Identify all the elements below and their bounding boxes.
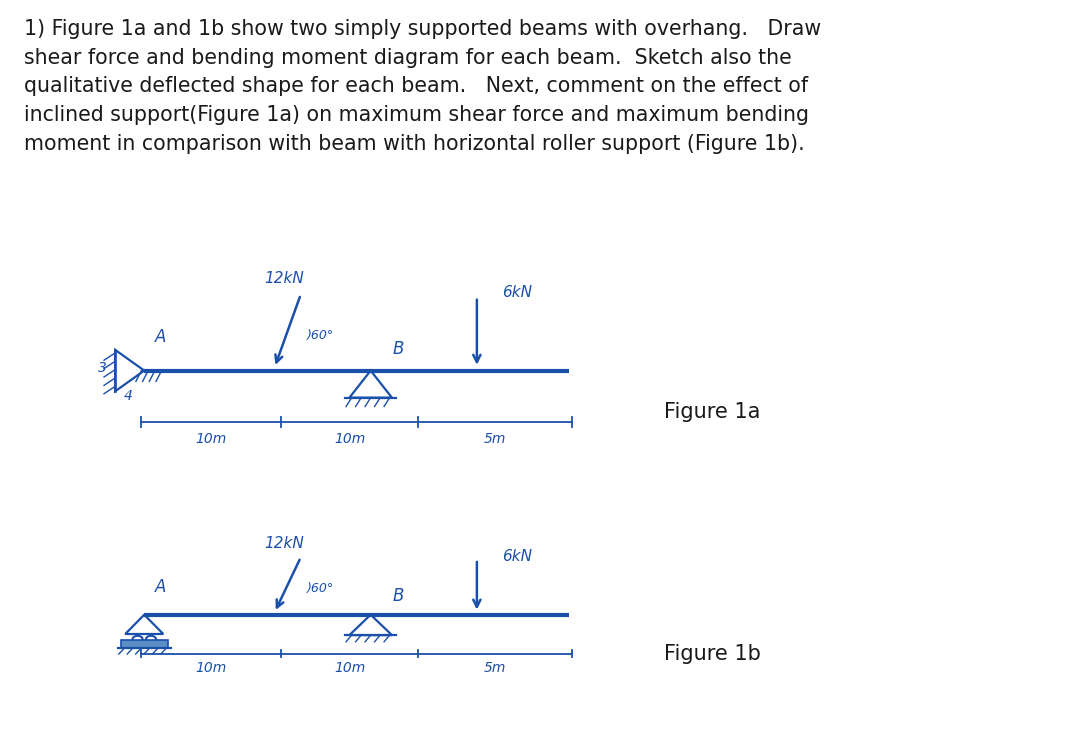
Text: )60°: )60° [306,329,333,342]
Text: )60°: )60° [306,581,333,594]
Text: 12kN: 12kN [264,536,304,551]
Text: 12kN: 12kN [264,271,304,286]
Text: B: B [393,587,404,606]
Text: A: A [156,578,167,596]
Text: 10m: 10m [334,432,366,446]
Text: 5m: 5m [484,432,506,446]
Text: 6kN: 6kN [502,549,532,564]
Text: 10m: 10m [334,661,366,675]
Text: B: B [393,340,404,358]
Text: 6kN: 6kN [502,285,532,300]
Text: 1) Figure 1a and 1b show two simply supported beams with overhang.   Draw
shear : 1) Figure 1a and 1b show two simply supp… [24,19,821,154]
Text: A: A [156,328,167,346]
Text: Figure 1b: Figure 1b [664,644,761,664]
Text: 10m: 10m [196,661,227,675]
Text: 10m: 10m [196,432,227,446]
Text: Figure 1a: Figure 1a [664,402,761,422]
Text: 3: 3 [99,361,108,375]
Text: 5m: 5m [484,661,506,675]
Text: 4: 4 [125,389,133,403]
FancyBboxPatch shape [120,640,168,648]
